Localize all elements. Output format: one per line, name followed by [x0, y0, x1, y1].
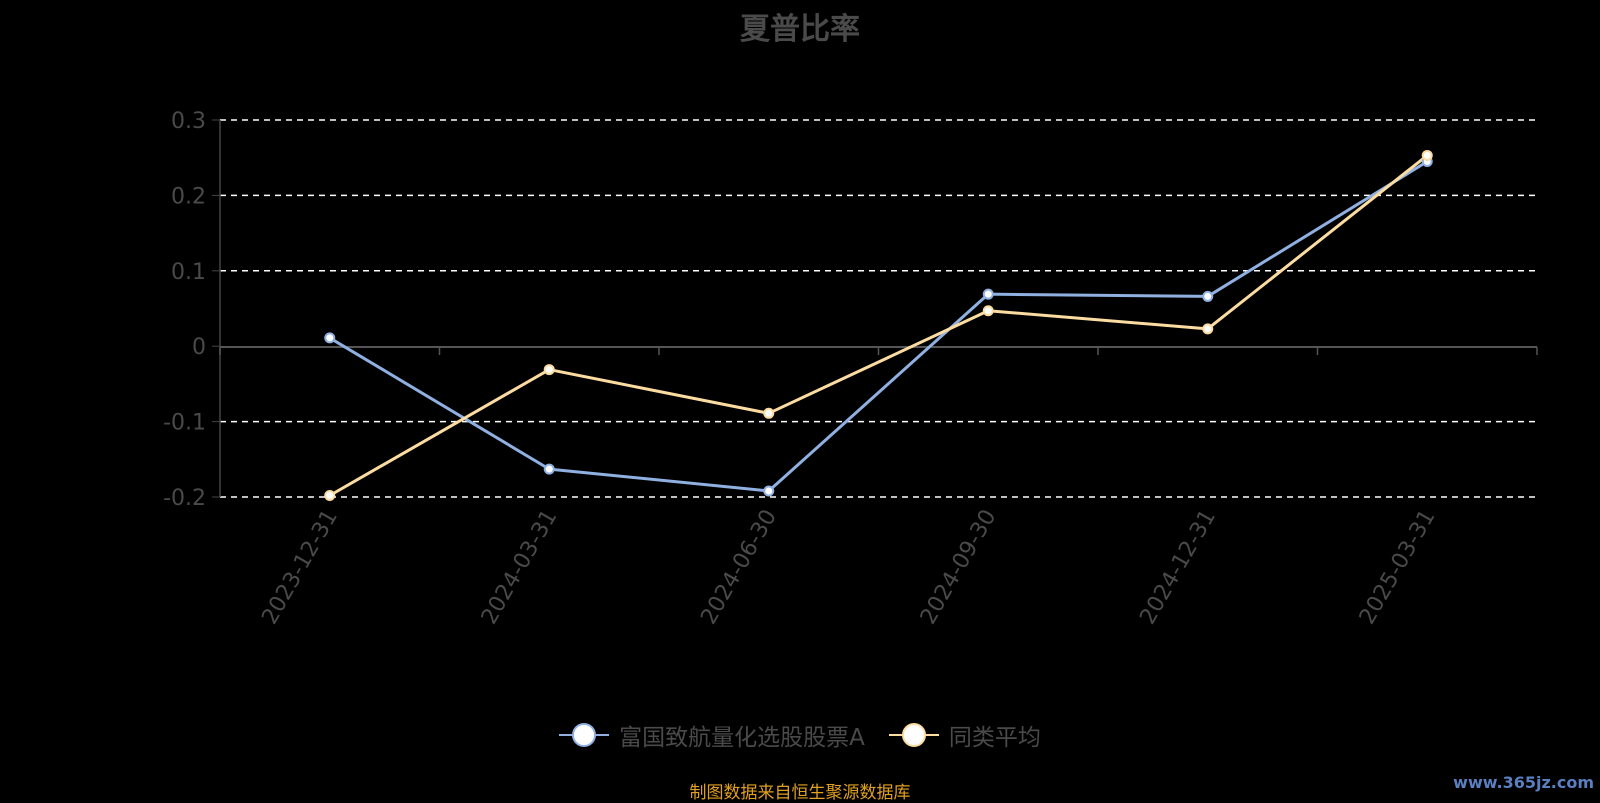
data-point [763, 485, 775, 497]
x-tick-label: 2024-03-31 [477, 506, 563, 629]
legend-label-fund: 富国致航量化选股股票A [619, 725, 865, 751]
source-note: 制图数据来自恒生聚源数据库 [689, 783, 911, 803]
data-point [324, 332, 336, 344]
series-line-1 [328, 153, 1429, 497]
y-tick-label: -0.2 [163, 486, 206, 511]
legend-item-average[interactable]: 同类平均 [888, 718, 1041, 752]
y-tick-label: -0.1 [163, 411, 206, 436]
y-tick-label: 0 [192, 335, 206, 360]
y-tick-label: 0.2 [171, 184, 206, 209]
legend-marker-average [888, 722, 939, 748]
data-point [543, 364, 555, 376]
data-point [543, 463, 555, 475]
legend-item-fund[interactable]: 富国致航量化选股股票A [559, 718, 865, 752]
legend-dot-fund-icon [572, 723, 597, 747]
y-tick-label: 0.3 [171, 109, 206, 134]
data-point [324, 489, 336, 501]
series-line-0 [328, 159, 1429, 493]
data-point [1421, 149, 1433, 161]
data-point [763, 407, 775, 419]
chart-title: 夏普比率 [740, 12, 860, 47]
data-point [982, 288, 994, 300]
x-tick-label: 2023-12-31 [257, 506, 343, 629]
x-tick-label: 2024-06-30 [696, 506, 782, 629]
legend-dot-average-icon [901, 723, 926, 747]
legend-marker-fund [559, 722, 610, 748]
x-tick-label: 2024-09-30 [916, 506, 1002, 629]
x-tick-label: 2025-03-31 [1355, 506, 1441, 629]
data-point [1202, 323, 1214, 335]
watermark: www.365jz.com [1453, 773, 1594, 792]
x-tick-label: 2024-12-31 [1135, 506, 1221, 629]
legend: 富国致航量化选股股票A 同类平均 [0, 718, 1600, 752]
data-point [982, 305, 994, 317]
y-tick-label: 0.1 [171, 260, 206, 285]
data-point [1202, 290, 1214, 302]
legend-label-average: 同类平均 [948, 725, 1041, 751]
